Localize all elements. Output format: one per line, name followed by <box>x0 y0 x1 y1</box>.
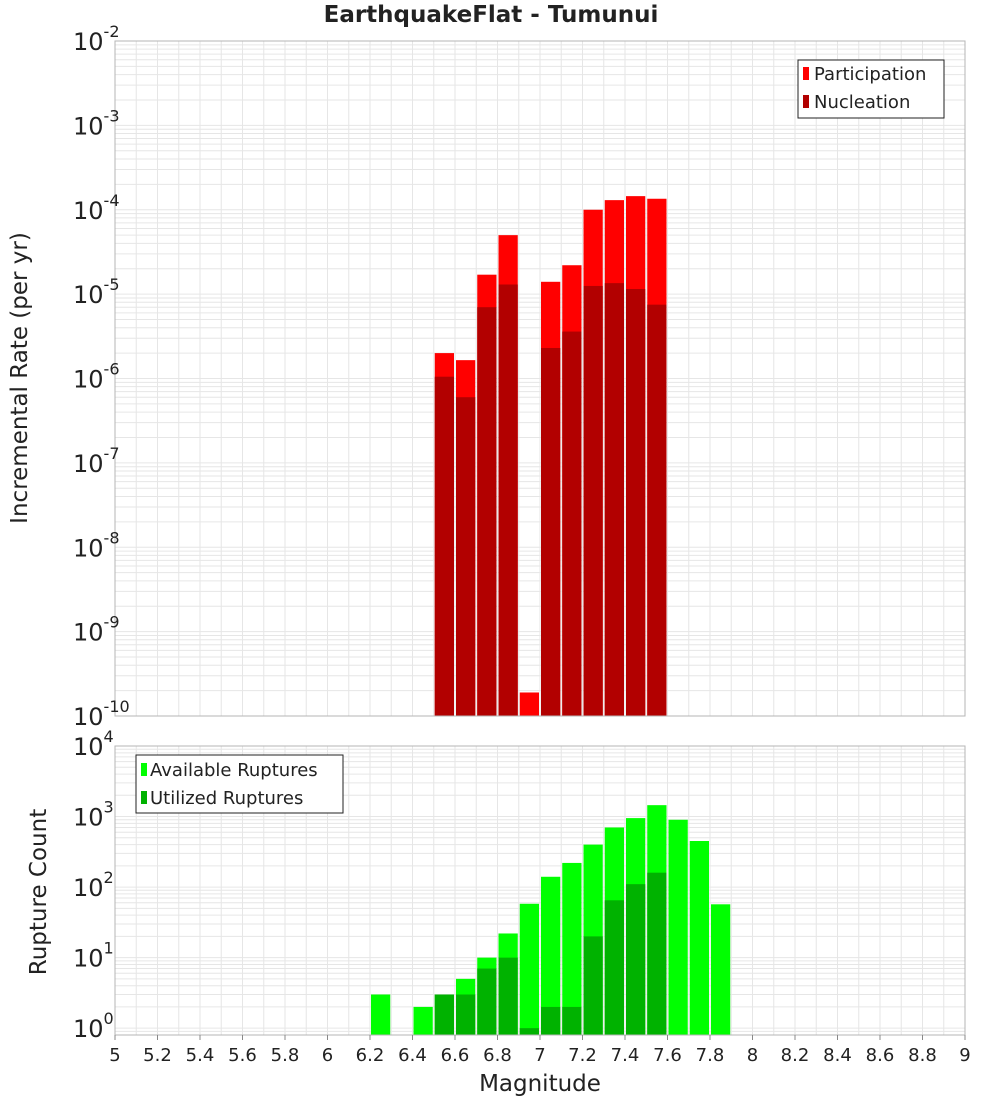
x-tick-label: 7.8 <box>696 1045 725 1066</box>
rate-panel-legend: Participation Nucleation <box>797 59 945 119</box>
bar-nucleation <box>434 376 454 716</box>
bar-nucleation <box>562 331 582 716</box>
bar-utilized-ruptures <box>562 1006 582 1035</box>
count-panel-bars <box>371 805 731 1035</box>
y-tick-label: 102 <box>73 868 114 902</box>
x-tick-label: 5.6 <box>228 1045 257 1066</box>
legend-swatch-participation <box>803 67 809 80</box>
y-tick-label: 100 <box>73 1009 114 1043</box>
bar-nucleation <box>647 304 667 716</box>
rate-panel-frame <box>114 40 966 717</box>
rate-panel-y-axis-label: Incremental Rate (per yr) <box>7 232 33 524</box>
bar-available-ruptures <box>519 903 539 1035</box>
bar-utilized-ruptures <box>626 884 646 1035</box>
bar-utilized-ruptures <box>647 872 667 1035</box>
y-tick-label: 10-5 <box>73 275 120 309</box>
count-panel-grid <box>114 746 966 1036</box>
y-tick-label: 104 <box>73 727 114 761</box>
rate-panel: 10-10 10-9 10-8 10-7 10-6 10-5 10-4 10-3 10-2 In… <box>7 22 966 731</box>
count-panel-y-axis-label: Rupture Count <box>26 809 52 975</box>
x-tick-label: 7.6 <box>653 1045 682 1066</box>
rate-panel-bars <box>434 196 667 717</box>
bar-utilized-ruptures <box>498 957 518 1035</box>
x-tick-label: 8.6 <box>866 1045 895 1066</box>
x-tick-label: 8.2 <box>781 1045 810 1066</box>
x-tick-label: 6.6 <box>441 1045 470 1066</box>
rate-panel-y-ticks: 10-10 10-9 10-8 10-7 10-6 10-5 10-4 10-3 10-2 <box>73 22 130 731</box>
rate-panel-grid <box>114 41 966 717</box>
legend-swatch-available <box>141 763 147 776</box>
x-tick-label: 6.2 <box>356 1045 385 1066</box>
bar-utilized-ruptures <box>456 994 476 1035</box>
legend-label-nucleation: Nucleation <box>814 92 910 113</box>
y-tick-label: 10-3 <box>73 106 120 140</box>
bar-utilized-ruptures <box>541 1006 561 1035</box>
bar-nucleation <box>477 307 497 716</box>
bar-utilized-ruptures <box>604 900 624 1035</box>
x-tick-label: 6 <box>322 1045 333 1066</box>
x-tick-label: 5.2 <box>143 1045 172 1066</box>
count-panel-y-ticks: 100 101 102 103 104 <box>73 727 114 1043</box>
x-tick-label: 5 <box>109 1045 120 1066</box>
y-tick-label: 10-4 <box>73 191 120 225</box>
x-tick-label: 9 <box>959 1045 970 1066</box>
y-tick-label: 10-8 <box>73 528 120 562</box>
bar-nucleation <box>583 285 603 716</box>
legend-swatch-nucleation <box>803 95 809 108</box>
y-tick-label: 10-2 <box>73 22 120 56</box>
bar-nucleation <box>456 397 476 716</box>
bar-nucleation <box>626 289 646 716</box>
bar-available-ruptures <box>711 904 731 1035</box>
x-tick-label: 6.8 <box>483 1045 512 1066</box>
bar-utilized-ruptures <box>434 994 454 1035</box>
bar-available-ruptures <box>541 876 561 1035</box>
x-tick-label: 8.4 <box>823 1045 852 1066</box>
count-panel: 100 101 102 103 104 5 5.2 5.4 5.6 5.8 6 6.2 6.4 6.6 6… <box>26 727 971 1097</box>
bar-nucleation <box>541 347 561 716</box>
y-tick-label: 101 <box>73 939 114 973</box>
y-tick-label: 10-6 <box>73 360 120 394</box>
bar-participation <box>519 692 539 716</box>
x-tick-label: 5.4 <box>186 1045 215 1066</box>
x-tick-label: 5.8 <box>271 1045 300 1066</box>
x-tick-label: 7 <box>534 1045 545 1066</box>
y-tick-label: 10-10 <box>73 697 130 731</box>
x-tick-label: 6.4 <box>398 1045 427 1066</box>
x-tick-label: 8 <box>747 1045 758 1066</box>
x-axis-ticks: 5 5.2 5.4 5.6 5.8 6 6.2 6.4 6.6 6.8 7 7.2 7.4 7.6 7.8 8… <box>109 1035 971 1066</box>
bar-available-ruptures <box>689 841 709 1035</box>
chart-title: EarthquakeFlat - Tumunui <box>324 2 659 28</box>
count-panel-legend: Available Ruptures Utilized Ruptures <box>135 754 344 814</box>
bar-available-ruptures <box>371 994 391 1035</box>
bar-available-ruptures <box>413 1006 433 1035</box>
bar-utilized-ruptures <box>583 936 603 1035</box>
x-tick-label: 7.2 <box>568 1045 597 1066</box>
bar-utilized-ruptures <box>519 1028 539 1035</box>
bar-available-ruptures <box>562 862 582 1035</box>
legend-label-utilized: Utilized Ruptures <box>150 788 303 809</box>
legend-box <box>797 59 945 119</box>
bar-utilized-ruptures <box>477 968 497 1035</box>
bar-nucleation <box>498 284 518 716</box>
legend-label-participation: Participation <box>814 64 926 85</box>
x-axis-label: Magnitude <box>479 1071 601 1097</box>
bar-nucleation <box>604 283 624 716</box>
y-tick-label: 103 <box>73 798 114 832</box>
legend-box <box>135 754 344 814</box>
legend-label-available: Available Ruptures <box>150 760 318 781</box>
bar-available-ruptures <box>668 819 688 1035</box>
x-tick-label: 7.4 <box>611 1045 640 1066</box>
x-tick-label: 8.8 <box>908 1045 937 1066</box>
y-tick-label: 10-9 <box>73 613 120 647</box>
y-tick-label: 10-7 <box>73 444 120 478</box>
legend-swatch-utilized <box>141 791 147 804</box>
